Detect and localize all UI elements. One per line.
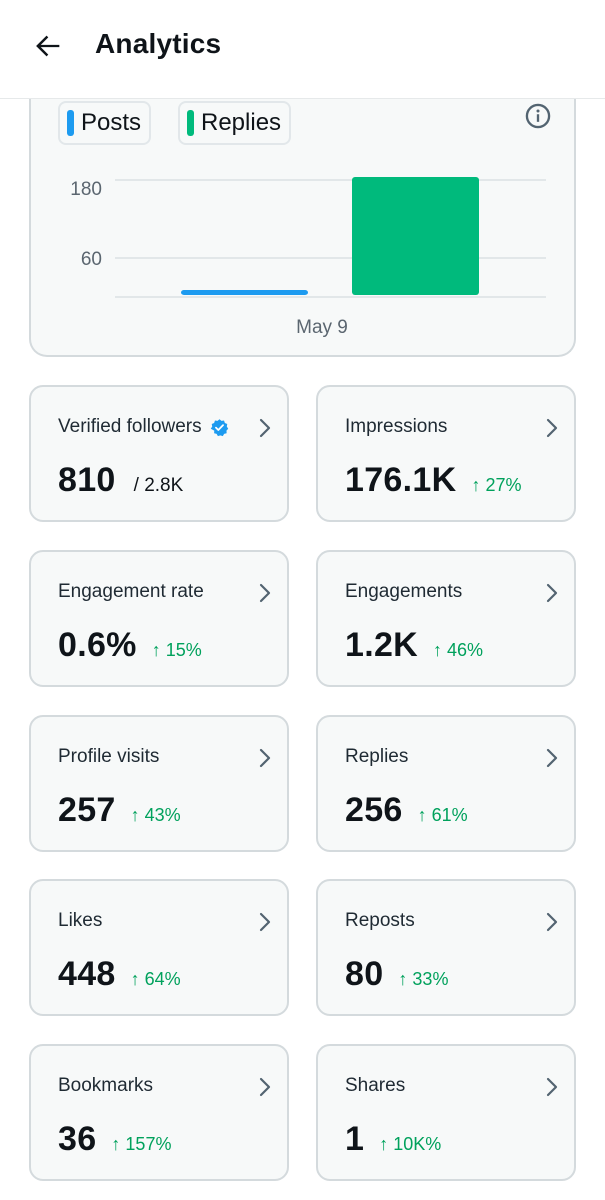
metric-label: Reposts <box>345 910 415 932</box>
metric-card-likes[interactable]: Likes 448 ↑ 64% <box>29 879 289 1016</box>
chevron-right-icon <box>546 1077 558 1097</box>
metric-value: 256 <box>345 791 403 829</box>
metric-label: Profile visits <box>58 746 159 768</box>
chevron-right-icon <box>546 748 558 768</box>
metric-card-engagements[interactable]: Engagements 1.2K ↑ 46% <box>316 550 576 687</box>
metric-change: ↑ 46% <box>433 640 484 660</box>
metric-label-text: Profile visits <box>58 746 160 767</box>
legend-posts[interactable]: Posts <box>58 101 152 145</box>
posts-swatch <box>67 110 74 136</box>
back-button[interactable] <box>28 26 68 66</box>
metric-label-text: Likes <box>58 910 103 931</box>
metric-change: ↑ 64% <box>130 969 181 989</box>
metric-card-impressions[interactable]: Impressions 176.1K ↑ 27% <box>316 385 576 522</box>
metric-label-text: Engagement rate <box>58 581 204 602</box>
metric-value-row: 176.1K ↑ 27% <box>345 461 521 500</box>
metric-value-row: 0.6% ↑ 15% <box>58 626 202 665</box>
metric-label-text: Replies <box>345 746 409 767</box>
arrow-left-icon <box>36 35 60 57</box>
chevron-right-icon <box>546 583 558 603</box>
y-tick-label: 180 <box>70 179 102 200</box>
chevron-right-icon <box>259 418 271 438</box>
metric-change: ↑ 27% <box>471 475 522 495</box>
metric-value: 0.6% <box>58 626 137 664</box>
metric-value-row: 80 ↑ 33% <box>345 955 448 994</box>
metric-change: ↑ 15% <box>151 640 202 660</box>
legend-posts-label: Posts <box>81 109 142 136</box>
metric-label: Replies <box>345 746 408 768</box>
info-icon[interactable] <box>524 102 552 130</box>
metric-value: 448 <box>58 955 116 993</box>
metric-label: Likes <box>58 910 102 932</box>
metric-label-text: Engagements <box>345 581 463 602</box>
metric-value-row: 256 ↑ 61% <box>345 791 468 830</box>
metric-value-row: 257 ↑ 43% <box>58 791 181 830</box>
metric-label: Verified followers <box>58 416 229 438</box>
metric-change: ↑ 43% <box>130 805 181 825</box>
metric-value: 1.2K <box>345 626 419 664</box>
metric-value: 80 <box>345 955 384 993</box>
metric-total: / 2.8K <box>133 475 184 496</box>
metric-label-text: Bookmarks <box>58 1075 154 1096</box>
metric-change: ↑ 61% <box>417 805 468 825</box>
metric-value-row: 1.2K ↑ 46% <box>345 626 483 665</box>
metric-label: Engagements <box>345 581 462 603</box>
metric-change: ↑ 10K% <box>379 1134 442 1154</box>
metric-label: Shares <box>345 1075 405 1097</box>
verified-badge-icon <box>210 418 228 436</box>
metric-label: Impressions <box>345 416 447 438</box>
x-tick-label: May 9 <box>296 317 348 338</box>
metric-card-shares[interactable]: Shares 1 ↑ 10K% <box>316 1044 576 1181</box>
top-app-bar: Analytics <box>0 0 605 99</box>
metric-value-row: 448 ↑ 64% <box>58 955 181 994</box>
metric-card-replies[interactable]: Replies 256 ↑ 61% <box>316 715 576 852</box>
bar-chart: 180 60 May 9 <box>70 177 546 338</box>
metric-value-row: 810 / 2.8K <box>58 461 183 500</box>
chart-card: 180 60 May 9 Posts Replies <box>29 99 576 357</box>
metric-value: 36 <box>58 1120 97 1158</box>
chevron-right-icon <box>259 583 271 603</box>
metric-value: 810 <box>58 461 116 499</box>
metric-label-text: Shares <box>345 1075 406 1096</box>
metric-label-text: Impressions <box>345 416 448 437</box>
bar-posts[interactable] <box>181 290 308 295</box>
chevron-right-icon <box>259 748 271 768</box>
y-tick-label: 60 <box>81 249 102 270</box>
chevron-right-icon <box>546 912 558 932</box>
chevron-right-icon <box>259 1077 271 1097</box>
legend-replies[interactable]: Replies <box>178 101 292 145</box>
metric-card-profile-visits[interactable]: Profile visits 257 ↑ 43% <box>29 715 289 852</box>
legend-replies-label: Replies <box>201 109 282 136</box>
chevron-right-icon <box>259 912 271 932</box>
metric-label: Engagement rate <box>58 581 204 603</box>
metric-card-verified-followers[interactable]: Verified followers 810 / 2.8K <box>29 385 289 522</box>
bar-replies[interactable] <box>352 177 479 295</box>
metric-card-bookmarks[interactable]: Bookmarks 36 ↑ 157% <box>29 1044 289 1181</box>
metric-value-row: 1 ↑ 10K% <box>345 1120 441 1159</box>
metric-card-reposts[interactable]: Reposts 80 ↑ 33% <box>316 879 576 1016</box>
replies-swatch <box>187 110 194 136</box>
metric-change: ↑ 157% <box>111 1134 172 1154</box>
metric-label-text: Verified followers <box>58 416 202 437</box>
chevron-right-icon <box>546 418 558 438</box>
metric-change: ↑ 33% <box>398 969 449 989</box>
metric-value: 176.1K <box>345 461 457 499</box>
metric-label-text: Reposts <box>345 910 415 931</box>
metric-card-engagement-rate[interactable]: Engagement rate 0.6% ↑ 15% <box>29 550 289 687</box>
page-title: Analytics <box>95 28 222 59</box>
metric-label: Bookmarks <box>58 1075 153 1097</box>
metric-value: 1 <box>345 1120 365 1158</box>
metric-value: 257 <box>58 791 116 829</box>
metric-value-row: 36 ↑ 157% <box>58 1120 171 1159</box>
